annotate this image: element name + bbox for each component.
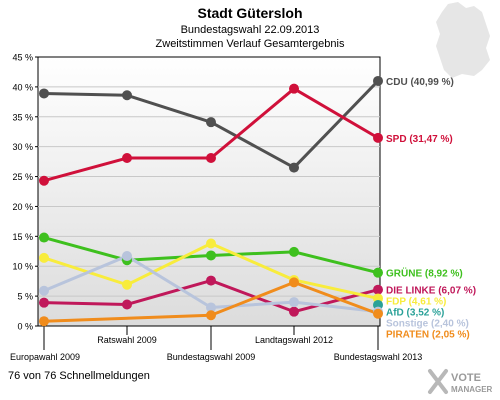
data-point [206, 250, 216, 261]
data-point [122, 251, 132, 262]
series-end-label-6: Sonstige (2,40 %) [386, 319, 469, 330]
series-end-label-1: SPD (31,47 %) [386, 134, 453, 145]
x-axis: Europawahl 2009 Ratswahl 2009 Bundestagswa… [10, 326, 422, 362]
y-tick-label: 10 % [12, 262, 33, 272]
chart-subtitle-election: Bundestagswahl 22.09.2013 [181, 24, 320, 36]
data-point [373, 308, 383, 319]
data-point [206, 275, 216, 286]
data-point [39, 175, 49, 186]
data-point [289, 297, 299, 308]
y-tick-label: 0 % [17, 322, 33, 332]
series-end-label-0: CDU (40,99 %) [386, 77, 454, 88]
y-axis: 0 % 5 % 10 % 15 % 20 % 25 % 30 % 35 % 40 % 45 % [12, 53, 38, 332]
data-point [39, 297, 49, 308]
data-point [39, 252, 49, 263]
data-point [206, 302, 216, 313]
data-point [122, 279, 132, 290]
y-tick-label: 35 % [12, 112, 33, 122]
ballot-x-icon [428, 369, 448, 394]
series-points [39, 75, 383, 327]
y-tick-label: 25 % [12, 172, 33, 182]
x-tick-label: Landtagswahl 2012 [255, 335, 333, 345]
gridlines [38, 86, 380, 297]
data-point [39, 88, 49, 99]
logo-text-vote: VOTE [451, 372, 481, 384]
y-tick-label: 20 % [12, 202, 33, 212]
series-end-label-5: AfD (3,52 %) [386, 308, 444, 319]
data-point [206, 238, 216, 249]
data-point [39, 316, 49, 327]
x-tick-label: Bundestagswahl 2013 [334, 352, 423, 362]
data-point [289, 162, 299, 173]
data-point [373, 132, 383, 143]
series-end-label-3: DIE LINKE (6,07 %) [386, 286, 476, 297]
x-tick-label: Bundestagswahl 2009 [167, 352, 256, 362]
y-tick-label: 40 % [12, 82, 33, 92]
data-point [206, 153, 216, 164]
data-point [206, 310, 216, 321]
data-point [122, 90, 132, 101]
series-labels: CDU (40,99 %) SPD (31,47 %) GRÜNE (8,92 %)… [386, 77, 476, 341]
chart-title: Stadt Gütersloh [197, 5, 302, 21]
data-point [39, 232, 49, 243]
data-point [289, 83, 299, 94]
data-point [122, 153, 132, 164]
series-line-7 [43, 280, 379, 323]
x-tick-label: Ratswahl 2009 [97, 335, 157, 345]
status-text: 76 von 76 Schnellmeldungen [8, 370, 150, 382]
y-tick-label: 5 % [17, 292, 33, 302]
data-point [206, 117, 216, 128]
y-tick-label: 30 % [12, 142, 33, 152]
y-tick-label: 15 % [12, 232, 33, 242]
series-end-label-4: FDP (4,61 %) [386, 297, 446, 308]
data-point [373, 267, 383, 278]
data-point [289, 246, 299, 257]
data-point [122, 299, 132, 310]
vote-manager-logo: VOTE MANAGER [428, 369, 493, 394]
series-end-label-7: PIRATEN (2,05 %) [386, 330, 470, 341]
y-tick-label: 45 % [12, 53, 33, 63]
x-tick-label: Europawahl 2009 [10, 352, 80, 362]
data-point [39, 285, 49, 296]
data-point [289, 306, 299, 317]
series-end-label-2: GRÜNE (8,92 %) [386, 267, 463, 280]
data-point [289, 277, 299, 288]
logo-text-manager: MANAGER [451, 385, 493, 394]
chart-subtitle-description: Zweitstimmen Verlauf Gesamtergebnis [156, 38, 345, 50]
data-point [373, 75, 383, 86]
data-point [373, 284, 383, 295]
plot-area [37, 56, 381, 327]
germany-map-silhouette [436, 2, 490, 78]
